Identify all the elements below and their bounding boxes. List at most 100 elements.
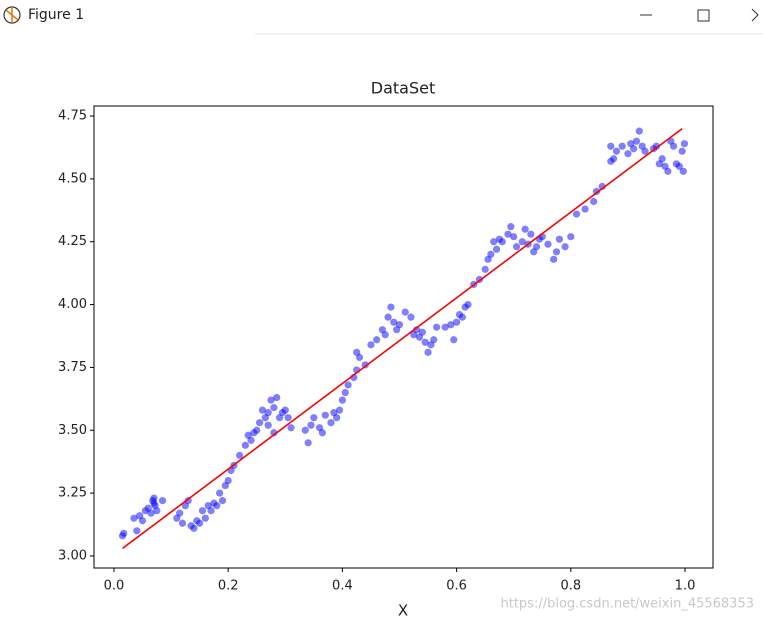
watermark: https://blog.csdn.net/weixin_45568353: [500, 597, 754, 612]
window-title: Figure 1: [28, 7, 84, 23]
scatter-point: [270, 404, 278, 412]
scatter-point: [632, 137, 641, 145]
scatter-point: [453, 318, 461, 326]
fit-line: [122, 127, 683, 550]
chart-title: DataSet: [371, 79, 435, 98]
scatter-point: [321, 411, 329, 419]
scatter-point: [567, 233, 575, 241]
scatter-point: [176, 509, 184, 517]
scatter-point: [253, 426, 261, 434]
scatter-point: [224, 476, 232, 485]
app-icon: [3, 6, 21, 24]
scatter-point: [333, 414, 341, 422]
scatter-point: [258, 406, 267, 414]
scatter-point: [150, 499, 158, 507]
scatter-point: [555, 235, 563, 243]
scatter-point: [178, 519, 187, 527]
scatter-point: [550, 255, 558, 263]
scatter-point: [552, 248, 561, 256]
scatter-point: [344, 381, 352, 389]
scatter-point: [413, 326, 421, 334]
scatter-point: [652, 142, 661, 150]
scatter-point: [130, 514, 138, 522]
scatter-point: [201, 514, 209, 522]
scatter-point: [658, 155, 666, 163]
scatter-point: [190, 524, 198, 532]
scatter-point: [304, 439, 312, 447]
scatter-point: [267, 396, 275, 404]
scatter-point: [407, 313, 415, 321]
scatter-point: [133, 527, 141, 535]
scatter-point: [158, 497, 167, 505]
scatter-point: [678, 147, 686, 155]
scatter-point: [527, 230, 535, 238]
scatter-point: [680, 140, 689, 148]
scatter-point: [270, 429, 278, 437]
scatter-point: [532, 243, 541, 251]
scatter-point: [341, 388, 349, 397]
scatter-point: [120, 529, 128, 537]
y-tick-label: 3.50: [58, 423, 87, 438]
scatter-point: [581, 205, 589, 213]
scatter-point: [218, 497, 227, 505]
scatter-point: [196, 519, 204, 527]
scatter-point: [216, 489, 224, 497]
x-tick-label: 0.6: [446, 579, 467, 594]
scatter-point: [618, 142, 626, 150]
x-tick-label: 0.2: [218, 579, 239, 594]
scatter-point: [607, 142, 615, 150]
scatter-point: [384, 313, 392, 321]
scatter-point: [624, 150, 632, 158]
scatter-point: [401, 308, 409, 316]
scatter-point: [284, 414, 292, 422]
scatter-point: [504, 230, 512, 238]
scatter-point: [241, 441, 249, 449]
scatter-point: [198, 507, 207, 515]
scatter-point: [418, 328, 426, 336]
scatter-point: [679, 167, 687, 175]
scatter-point: [544, 240, 552, 248]
scatter-point: [481, 265, 489, 273]
close-button[interactable]: [751, 8, 759, 22]
scatter-point: [512, 243, 521, 251]
scatter-point: [335, 406, 344, 414]
scatter-point: [150, 494, 158, 502]
scatter-point: [669, 142, 678, 150]
scatter-point: [630, 145, 638, 153]
scatter-point: [464, 300, 472, 309]
scatter-point: [590, 197, 598, 206]
maximize-button[interactable]: [697, 9, 710, 22]
x-tick-label: 0.0: [104, 579, 125, 594]
scatter-point: [147, 509, 155, 517]
scatter-point: [487, 250, 495, 258]
y-tick-label: 4.00: [58, 297, 87, 312]
scatter-point: [572, 210, 581, 218]
scatter-point: [236, 451, 244, 459]
scatter-point: [430, 336, 438, 344]
scatter-point: [664, 167, 672, 175]
scatter-point: [387, 303, 395, 311]
scatter-point: [301, 426, 309, 434]
scatter-point: [287, 424, 295, 432]
scatter-point: [421, 338, 429, 346]
y-tick-label: 3.25: [58, 486, 87, 501]
scatter-point: [353, 348, 361, 356]
scatter-point: [255, 419, 264, 427]
scatter-point: [424, 348, 432, 356]
y-tick-label: 4.50: [58, 171, 87, 186]
scatter-point: [281, 406, 289, 414]
scatter-point: [395, 321, 404, 329]
scatter-point: [498, 238, 506, 246]
scatter-point: [327, 419, 335, 427]
scatter-point: [213, 502, 221, 510]
x-tick-label: 0.4: [332, 579, 353, 594]
scatter-point: [264, 421, 272, 429]
scatter-point: [561, 243, 569, 251]
scatter-point: [184, 497, 192, 505]
scatter-point: [381, 331, 389, 339]
scatter-point: [450, 336, 458, 344]
x-axis-label: X: [398, 602, 408, 620]
x-tick-label: 0.8: [560, 579, 581, 594]
scatter-point: [433, 323, 441, 331]
